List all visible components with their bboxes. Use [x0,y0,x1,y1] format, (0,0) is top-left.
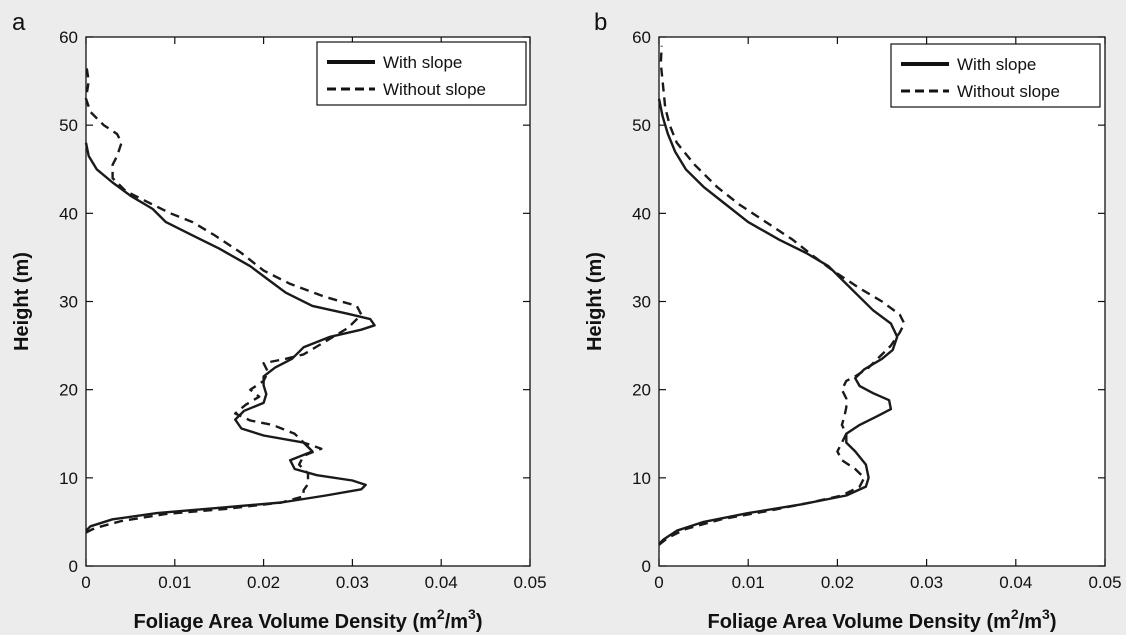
panel-label: a [12,9,26,36]
y-axis-label: Height (m) [584,252,606,351]
x-axis-label: Foliage Area Volume Density (m2/m3) [707,606,1056,633]
y-tick-label: 10 [632,469,651,488]
y-axis-label: Height (m) [11,252,33,351]
panel-label: b [594,9,607,36]
y-tick-label: 20 [632,381,651,400]
y-tick-label: 60 [59,28,78,47]
y-tick-label: 0 [69,557,78,576]
x-tick-label: 0 [81,573,90,592]
x-tick-label: 0.05 [513,573,546,592]
y-tick-label: 40 [632,204,651,223]
legend-label: Without slope [957,82,1060,101]
panel-a: 0 0.01 0.02 0.03 0.04 0.05 0 10 20 30 40 50 60 With s… [11,9,547,633]
y-tick-label: 50 [59,116,78,135]
y-tick-label: 30 [59,293,78,312]
x-tick-label: 0.03 [336,573,369,592]
series-line-without-slope [658,45,906,546]
legend-label: With slope [383,53,462,72]
legend-box [890,43,1101,108]
series-line-with-slope [657,98,899,545]
x-tick-label: 0 [654,573,663,592]
y-tick-label: 30 [632,293,651,312]
x-tick-label: 0.02 [821,573,854,592]
legend: With slope Without slope [316,41,527,106]
y-tick-label: 0 [642,557,651,576]
panel-b: 0 0.01 0.02 0.03 0.04 0.05 0 10 20 30 40 50 60 With s… [584,9,1122,633]
y-tick-label: 40 [59,204,78,223]
x-tick-label: 0.04 [999,573,1032,592]
series-line-without-slope [84,63,363,534]
y-tick-label: 20 [59,381,78,400]
legend-label: Without slope [383,80,486,99]
y-tick-label: 60 [632,28,651,47]
x-tick-label: 0.04 [425,573,458,592]
x-tick-label: 0.01 [732,573,765,592]
y-tick-label: 50 [632,116,651,135]
x-tick-label: 0.03 [910,573,943,592]
x-tick-label: 0.01 [158,573,191,592]
legend-box [316,41,527,106]
y-tick-label: 10 [59,469,78,488]
x-tick-label: 0.05 [1088,573,1121,592]
x-tick-label: 0.02 [247,573,280,592]
x-axis-label: Foliage Area Volume Density (m2/m3) [133,606,482,633]
legend-label: With slope [957,55,1036,74]
legend: With slope Without slope [890,43,1101,108]
plot-area [85,36,531,567]
